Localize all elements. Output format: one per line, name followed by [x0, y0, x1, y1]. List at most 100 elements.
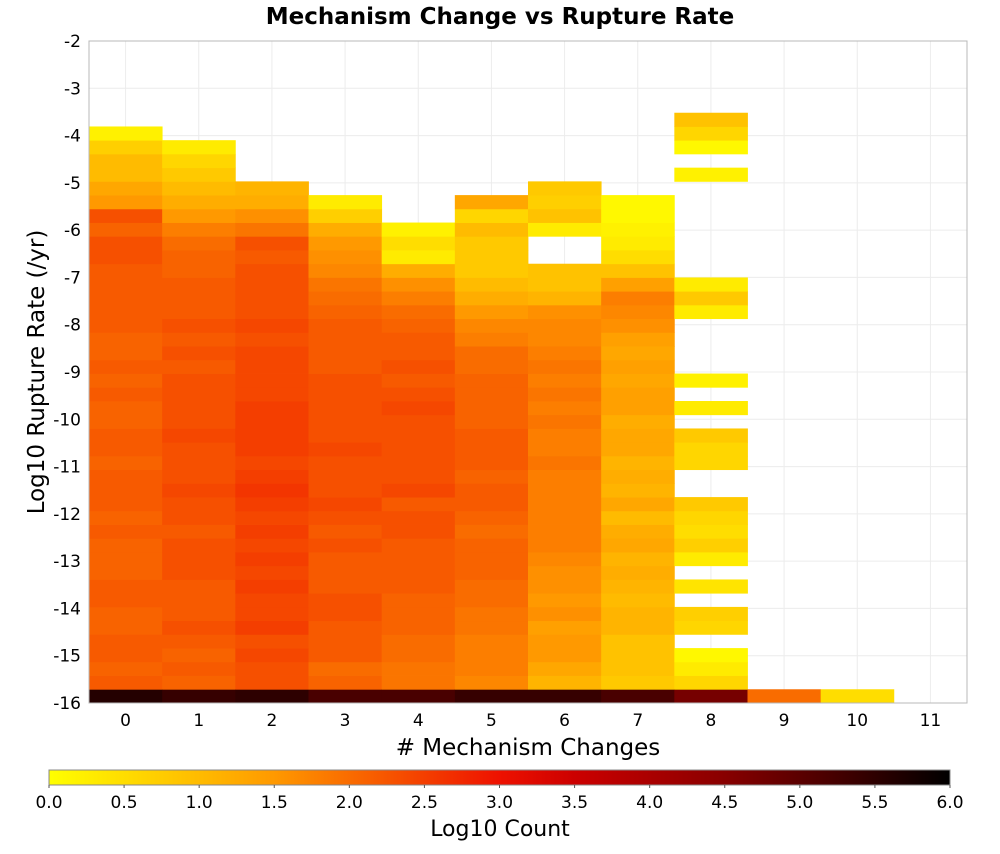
colorbar-tick-label: 6.0 — [936, 793, 963, 813]
heatmap-cell — [454, 620, 529, 635]
heatmap-cell — [235, 593, 309, 608]
y-tick-label: -5 — [64, 174, 81, 194]
heatmap-cell — [381, 373, 456, 388]
heatmap-cell — [454, 208, 529, 223]
y-tick-label: -15 — [53, 647, 81, 667]
heatmap-cell — [674, 140, 748, 155]
heatmap-cell — [89, 455, 163, 471]
colorbar-ticks: 0.0 0.5 1.0 1.5 2.0 2.5 3.0 3.5 4.0 4.5 5.0 5.5 6.0 — [35, 785, 964, 813]
x-axis-ticks: 0 1 2 3 4 5 6 7 8 9 10 11 — [120, 711, 941, 731]
heatmap-cell — [308, 497, 383, 512]
heatmap-cell — [381, 483, 456, 498]
heatmap-cell — [601, 565, 675, 580]
heatmap-cell — [308, 469, 383, 484]
heatmap-cell — [528, 359, 602, 374]
heatmap-cell — [601, 428, 675, 443]
heatmap-cell — [601, 483, 675, 498]
heatmap-cell — [601, 236, 675, 251]
heatmap-cell — [454, 565, 529, 580]
heatmap-cell — [235, 208, 309, 223]
heatmap-cell — [528, 428, 602, 443]
heatmap-cell — [674, 510, 748, 525]
heatmap-cell — [601, 579, 675, 594]
heatmap-cell — [89, 318, 163, 333]
heatmap-cell — [601, 442, 675, 457]
heatmap-cell — [89, 291, 163, 306]
heatmap-cell — [674, 675, 748, 690]
y-tick-label: -6 — [64, 221, 81, 241]
heatmap-cell — [381, 359, 456, 374]
heatmap-cell — [381, 332, 456, 347]
heatmap-cell — [674, 538, 748, 553]
heatmap-cell — [89, 304, 163, 320]
heatmap-cell — [601, 195, 675, 210]
heatmap-cell — [454, 346, 529, 361]
heatmap-cell — [162, 222, 236, 237]
heatmap-cell — [601, 208, 675, 223]
heatmap-cell — [381, 401, 456, 416]
heatmap-cell — [308, 606, 383, 622]
heatmap-cell — [454, 291, 529, 306]
x-tick-label: 4 — [413, 711, 424, 731]
heatmap-cell — [162, 552, 236, 567]
heatmap-cell — [381, 318, 456, 333]
heatmap-cell — [381, 661, 456, 676]
heatmap-cell — [89, 524, 163, 539]
heatmap-cell — [381, 263, 456, 278]
x-tick-label: 3 — [340, 711, 351, 731]
heatmap-cell — [89, 153, 163, 169]
heatmap-cell — [308, 401, 383, 416]
heatmap-cell — [162, 291, 236, 306]
heatmap-cell — [674, 524, 748, 539]
heatmap-cell — [601, 401, 675, 416]
plot-border — [88, 40, 968, 704]
colorbar-tick-label: 4.5 — [711, 793, 738, 813]
heatmap-cell — [235, 510, 309, 525]
heatmap-cell — [528, 277, 602, 292]
heatmap-cell — [674, 304, 748, 320]
heatmap-cell — [308, 524, 383, 539]
colorbar-tick-label: 2.5 — [411, 793, 438, 813]
heatmap-cell — [89, 346, 163, 361]
heatmap-cell — [162, 469, 236, 484]
heatmap-cell — [308, 661, 383, 676]
heatmap-cell — [528, 414, 602, 429]
heatmap-cell — [674, 291, 748, 306]
heatmap-cell — [162, 497, 236, 512]
y-tick-label: -10 — [53, 410, 81, 430]
heatmap-cell — [89, 250, 163, 265]
heatmap-cell — [528, 661, 602, 676]
heatmap-cell — [89, 428, 163, 443]
heatmap-cell — [89, 510, 163, 525]
heatmap-cell — [601, 497, 675, 512]
x-tick-label: 0 — [120, 711, 131, 731]
heatmap-cell — [162, 524, 236, 539]
heatmap-cell — [162, 153, 236, 169]
heatmap-cell — [381, 620, 456, 635]
heatmap-cell — [601, 648, 675, 663]
heatmap-cell — [381, 606, 456, 622]
heatmap-cell — [308, 332, 383, 347]
heatmap-cell — [454, 222, 529, 237]
heatmap-cell — [89, 483, 163, 498]
heatmap-cell — [162, 579, 236, 594]
heatmap-cell — [235, 689, 309, 704]
heatmap-cell — [454, 510, 529, 525]
heatmap-cell — [674, 689, 748, 704]
heatmap-cell — [601, 606, 675, 622]
heatmap-cell — [454, 524, 529, 539]
heatmap-cell — [674, 455, 748, 471]
colorbar-gradient — [48, 769, 951, 786]
heatmap-cell — [89, 538, 163, 553]
x-tick-label: 1 — [193, 711, 204, 731]
heatmap-cell — [528, 442, 602, 457]
heatmap-cell — [162, 318, 236, 333]
heatmap-cell — [162, 593, 236, 608]
heatmap-cell — [381, 428, 456, 443]
heatmap-cell — [381, 565, 456, 580]
heatmap-cell — [454, 236, 529, 251]
x-tick-label: 2 — [267, 711, 278, 731]
heatmap-cell — [162, 332, 236, 347]
heatmap-cell — [89, 126, 163, 141]
heatmap-cell — [528, 387, 602, 402]
